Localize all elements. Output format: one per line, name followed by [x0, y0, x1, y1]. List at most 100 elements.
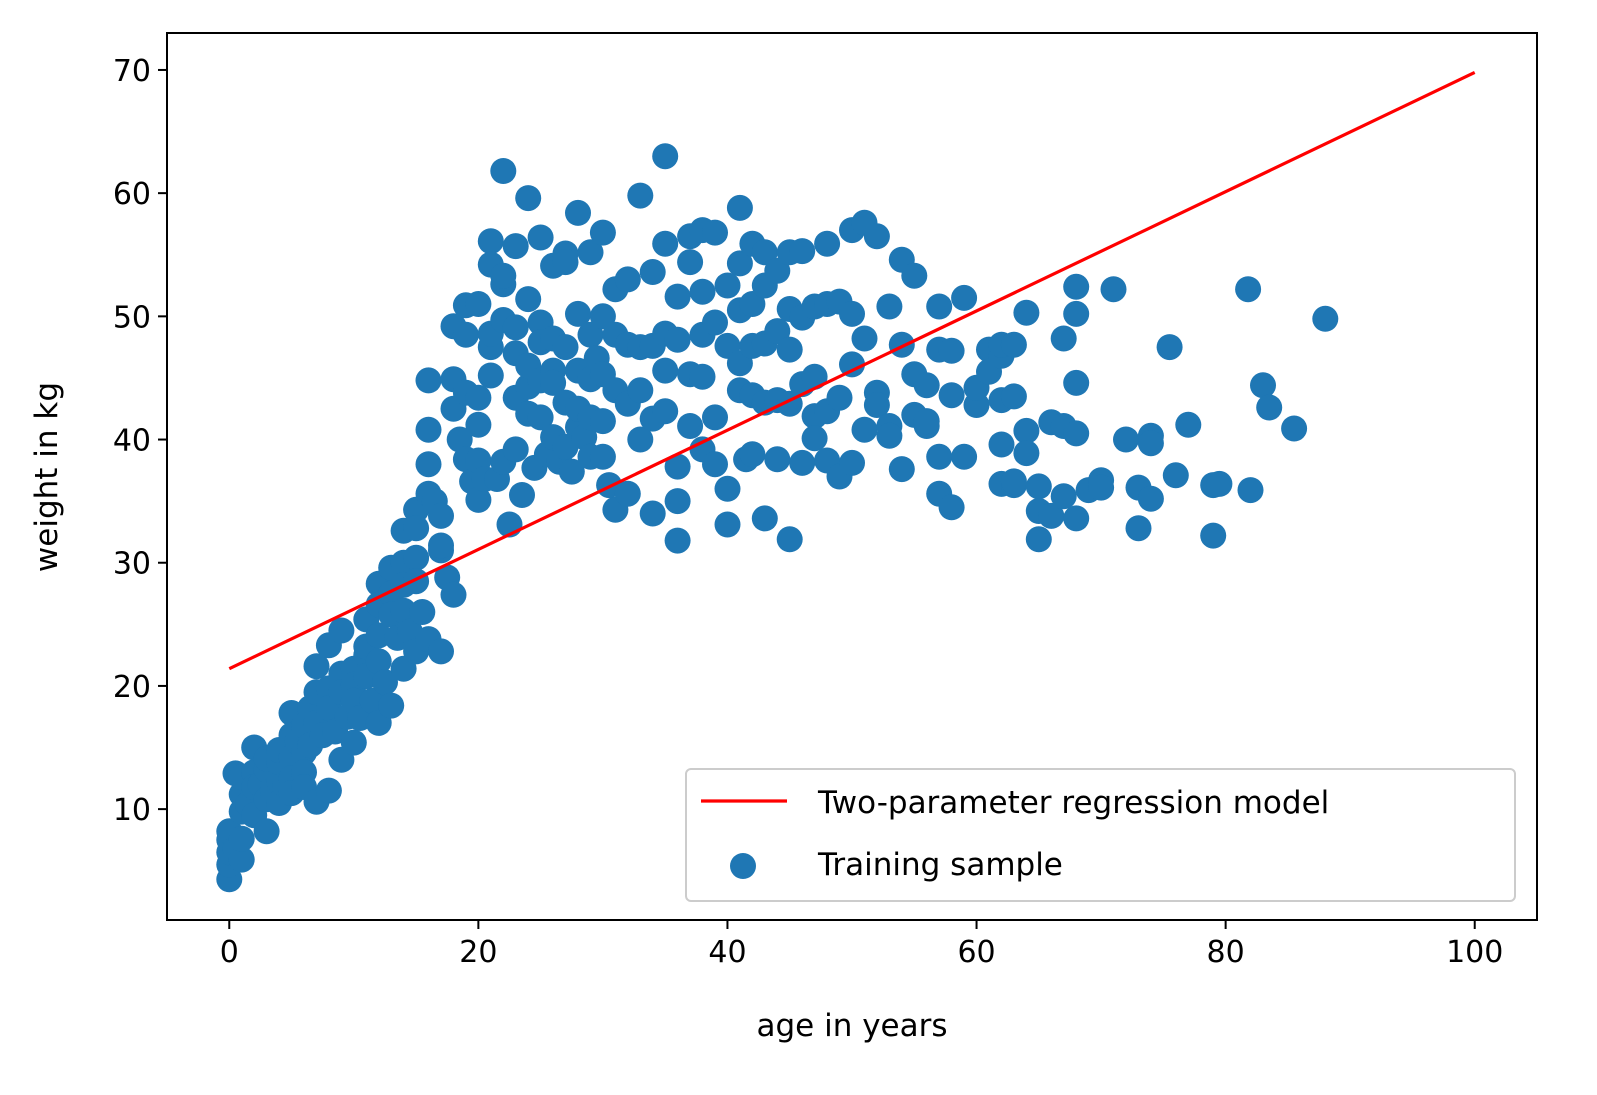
data-point [577, 239, 604, 266]
data-point [565, 199, 591, 226]
data-point [627, 182, 654, 209]
data-point [1125, 515, 1152, 542]
data-point [415, 451, 442, 478]
data-point [689, 278, 716, 305]
data-point [378, 692, 405, 719]
data-point [1235, 276, 1262, 303]
legend-label-training: Training sample [817, 847, 1063, 883]
data-point [913, 408, 940, 435]
data-point [477, 228, 504, 255]
data-point [1281, 415, 1308, 442]
data-point [702, 404, 728, 431]
data-point [1038, 502, 1065, 529]
data-point [1113, 426, 1139, 453]
data-point [403, 544, 430, 571]
data-point [403, 568, 430, 595]
data-point [1063, 300, 1090, 327]
data-point [888, 331, 915, 358]
data-point [465, 291, 492, 317]
data-point [726, 194, 753, 221]
x-tick-label: 100 [1446, 935, 1503, 970]
data-point [1000, 383, 1027, 410]
data-point [1175, 411, 1202, 438]
data-point [365, 648, 392, 675]
y-tick-label: 60 [113, 177, 151, 212]
data-point [1050, 483, 1077, 510]
data-point [764, 257, 791, 284]
data-point [1013, 417, 1040, 444]
data-point [664, 527, 691, 554]
data-point [1088, 474, 1115, 501]
data-point [789, 449, 816, 476]
data-point [1063, 505, 1090, 532]
data-point [1162, 462, 1189, 489]
x-tick-label: 80 [1207, 935, 1245, 970]
data-point [577, 321, 604, 348]
x-tick-label: 20 [459, 935, 497, 970]
data-point [1156, 334, 1183, 361]
data-point [502, 314, 529, 341]
data-point [664, 326, 691, 353]
legend-label-regression: Two-parameter regression model [817, 785, 1329, 821]
data-point [938, 382, 965, 409]
data-point [1013, 440, 1040, 467]
data-point [751, 239, 778, 266]
data-point [415, 416, 442, 443]
data-point [776, 336, 803, 363]
data-point [589, 408, 616, 435]
data-point [1100, 276, 1127, 303]
data-point [739, 291, 766, 317]
data-point [652, 230, 679, 257]
data-point [814, 230, 841, 257]
y-axis-ticks: 10 20 30 40 50 60 70 [113, 54, 167, 828]
data-point [340, 729, 367, 756]
data-point [1137, 485, 1164, 512]
data-point [589, 219, 616, 246]
data-point [863, 223, 890, 250]
data-point [913, 372, 940, 399]
data-point [689, 363, 716, 390]
data-point [664, 283, 691, 310]
data-point [664, 453, 691, 480]
data-point [839, 351, 865, 378]
data-point [452, 321, 479, 348]
data-point [1063, 273, 1090, 300]
data-point [677, 413, 704, 439]
data-point [372, 669, 398, 696]
data-point [1000, 468, 1027, 495]
data-point [1237, 477, 1264, 504]
data-point [509, 482, 535, 508]
data-point [1256, 394, 1283, 421]
data-point [428, 638, 454, 665]
data-point [303, 653, 330, 680]
data-point [627, 377, 654, 404]
data-point [988, 431, 1015, 458]
data-point [328, 617, 355, 644]
data-point [1025, 473, 1052, 500]
legend-box [685, 768, 1516, 902]
data-point [801, 425, 828, 452]
data-point [614, 266, 641, 293]
y-tick-label: 10 [113, 793, 151, 828]
x-tick-label: 60 [957, 935, 995, 970]
data-point [639, 259, 666, 285]
data-point [839, 449, 865, 476]
data-point [315, 777, 342, 804]
data-point [527, 404, 554, 431]
data-point [552, 334, 579, 361]
x-axis-label: age in years [756, 1008, 947, 1044]
legend: Two-parameter regression model Training … [685, 768, 1516, 902]
data-point [1013, 299, 1040, 326]
data-point [739, 441, 766, 468]
data-point [515, 286, 542, 313]
data-point [415, 367, 442, 394]
data-point [1000, 331, 1027, 358]
data-point [409, 599, 436, 625]
data-point [888, 456, 915, 483]
data-point [714, 511, 741, 538]
data-point [851, 416, 878, 443]
legend-marker-swatch [730, 853, 756, 879]
data-point [702, 309, 728, 336]
data-point [614, 480, 641, 507]
